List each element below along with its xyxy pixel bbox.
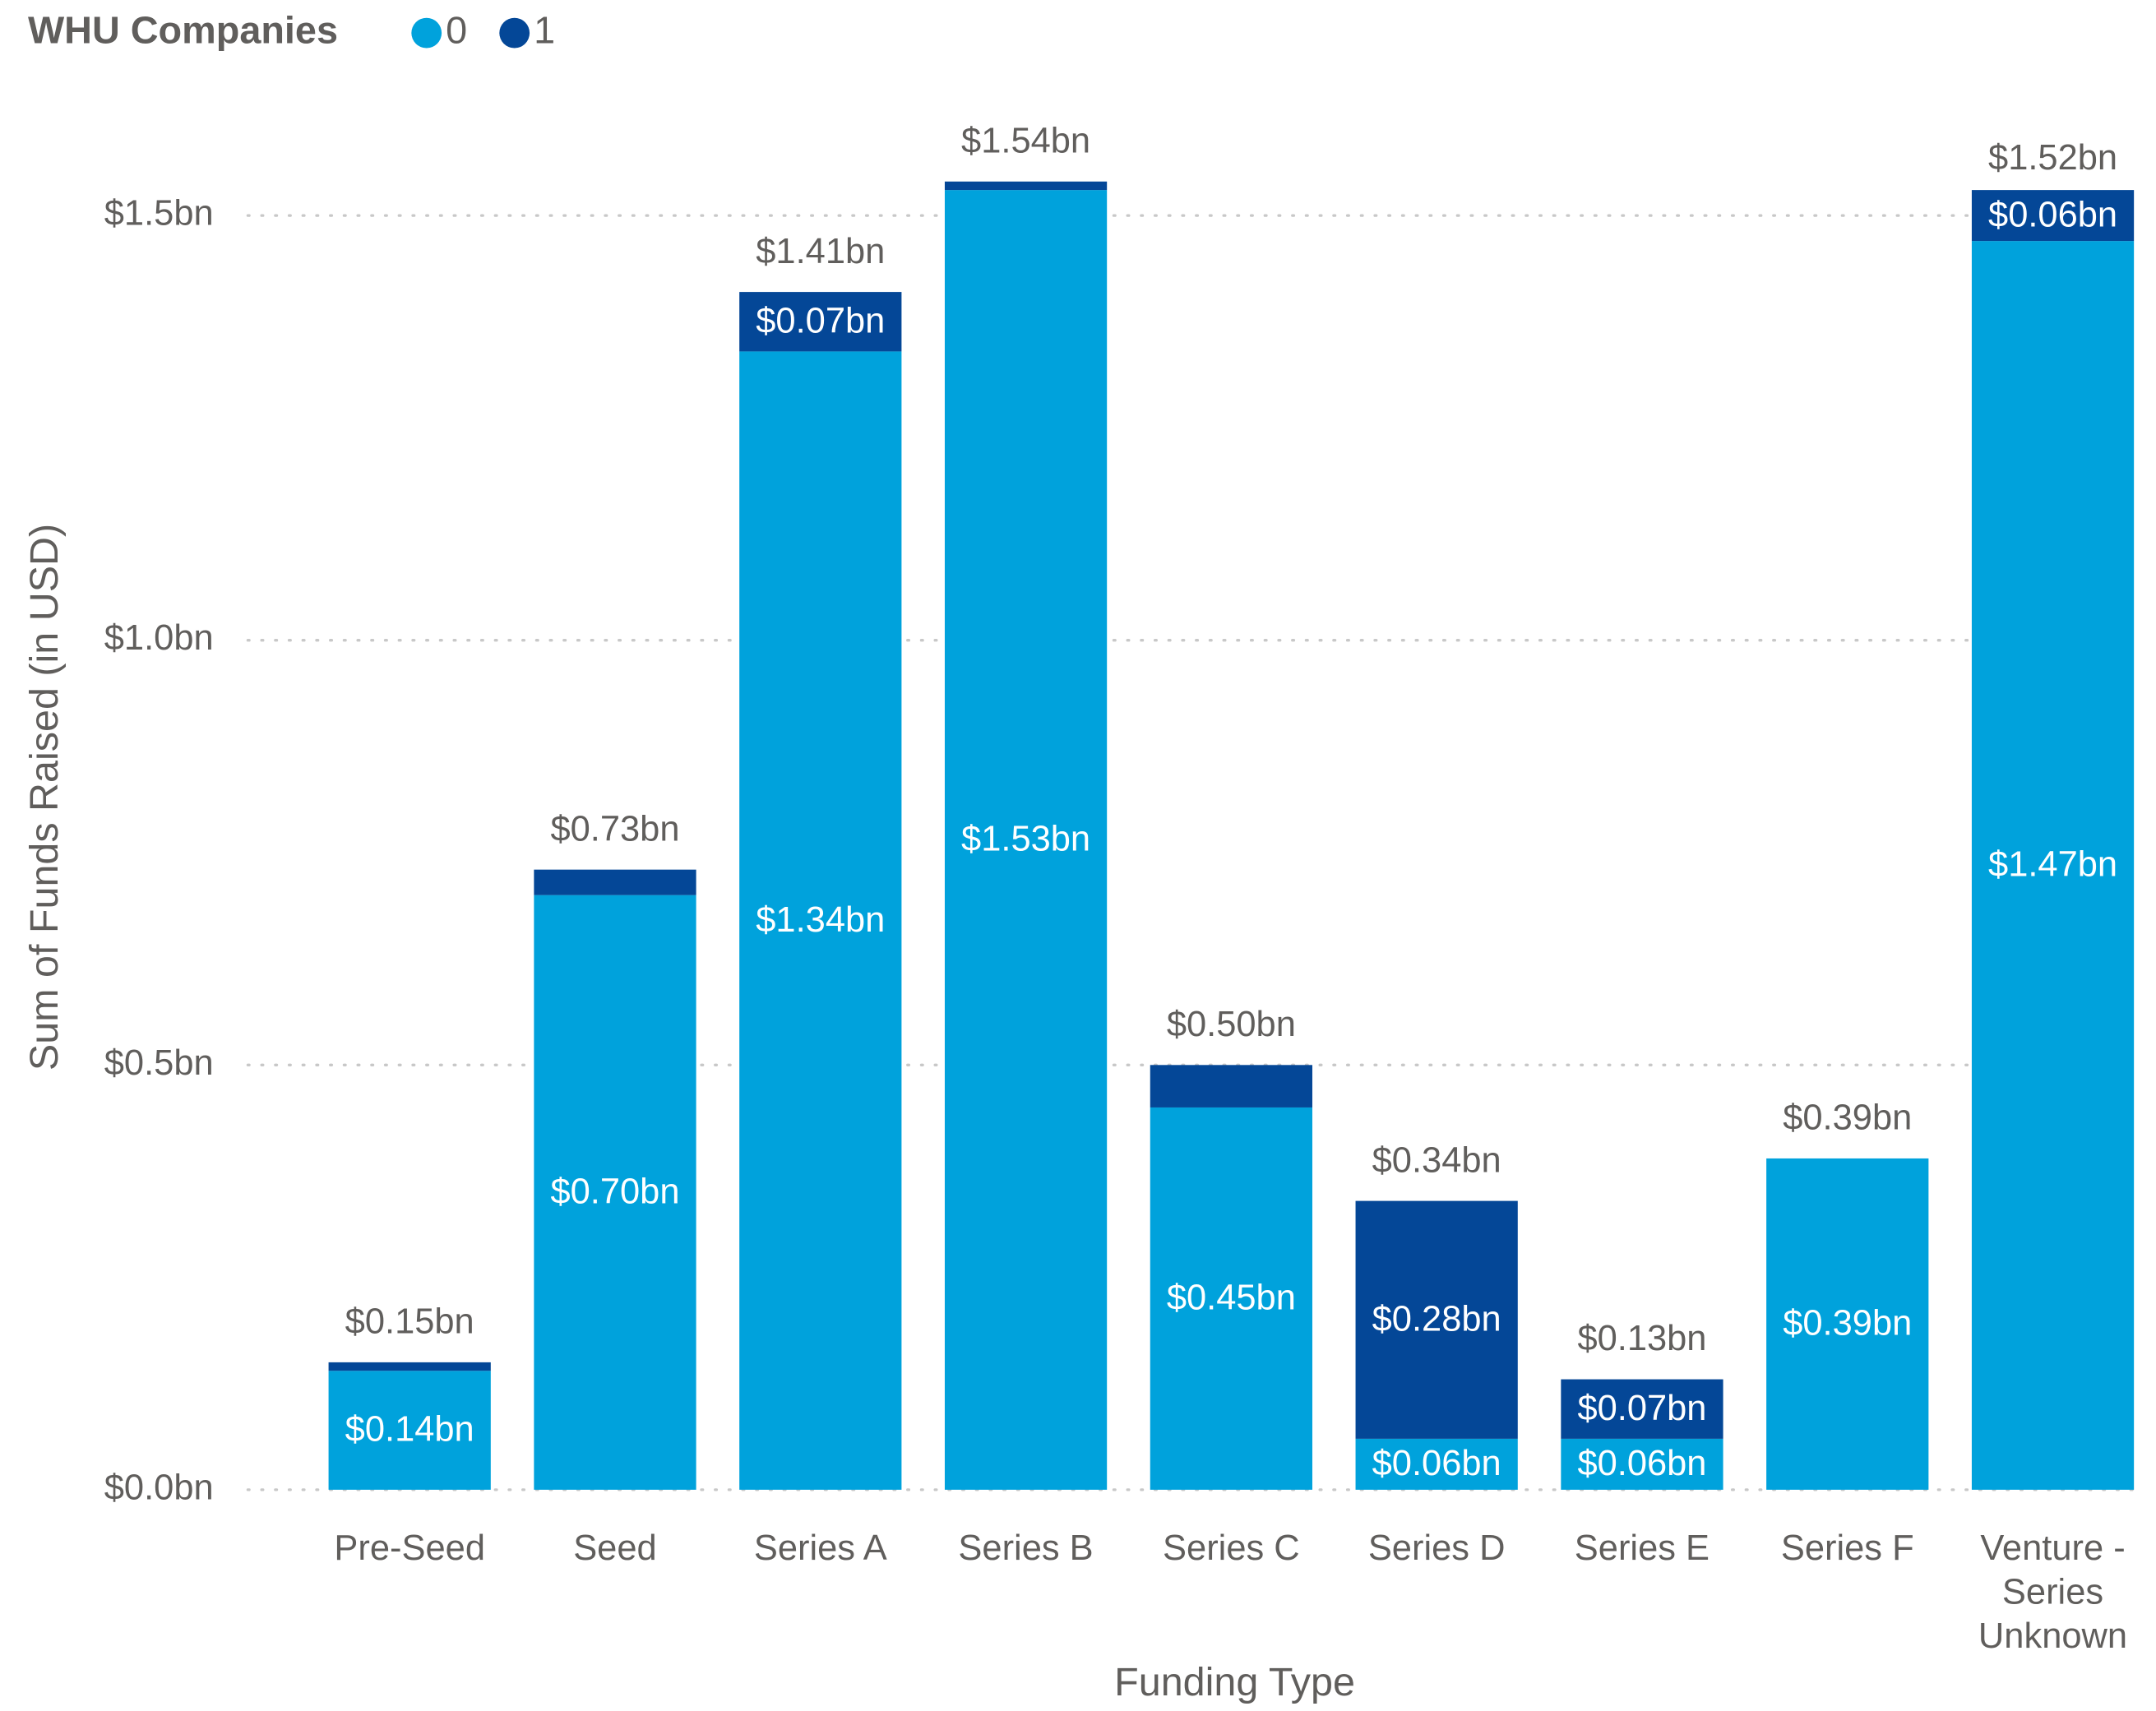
data-label: $0.06bn: [1577, 1444, 1706, 1483]
x-tick-label-box: Series F: [1780, 1527, 1914, 1569]
data-label: $0.14bn: [345, 1410, 474, 1450]
legend-marker: [499, 17, 530, 49]
data-label: $0.28bn: [1372, 1299, 1501, 1339]
data-label: $0.06bn: [1988, 195, 2117, 234]
y-tick-label: $1.5bn: [104, 194, 214, 234]
x-tick-label-box: Series A: [753, 1527, 887, 1569]
x-tick-label: Series B: [958, 1527, 1094, 1569]
total-label: $0.13bn: [1577, 1319, 1706, 1358]
x-tick-label: Series A: [753, 1527, 887, 1569]
legend-label: 0: [446, 8, 467, 51]
x-tick-label: Venture - Series Unknown: [1978, 1527, 2128, 1657]
x-tick-label: Pre-Seed: [334, 1527, 485, 1569]
x-tick-label: Seed: [573, 1527, 657, 1569]
y-axis-title: Sum of Funds Raised (in USD): [22, 524, 67, 1071]
x-tick-label-box: Series C: [1163, 1527, 1300, 1569]
x-tick-label: Series D: [1367, 1527, 1506, 1569]
bar-segment: [1766, 1158, 1929, 1490]
x-tick-label: Series C: [1163, 1527, 1300, 1569]
y-tick-label: $0.0bn: [104, 1468, 214, 1507]
bar-segment: [1971, 190, 2135, 242]
data-label: $1.47bn: [1988, 845, 2117, 885]
total-label: $1.52bn: [1988, 138, 2117, 178]
legend-title: WHU Companies: [28, 8, 338, 51]
total-label: $0.39bn: [1783, 1098, 1912, 1138]
total-label: $0.15bn: [345, 1302, 474, 1342]
data-label: $0.06bn: [1372, 1444, 1501, 1483]
x-tick-label-box: Series D: [1367, 1527, 1506, 1569]
data-label: $0.07bn: [756, 301, 885, 340]
data-label: $1.53bn: [961, 820, 1090, 859]
data-label: $0.45bn: [1167, 1279, 1296, 1318]
data-label: $0.07bn: [1577, 1389, 1706, 1428]
bar-segment: [1355, 1200, 1518, 1439]
x-tick-label-box: Seed: [573, 1527, 657, 1569]
total-label: $0.50bn: [1167, 1005, 1296, 1044]
total-label: $0.73bn: [550, 809, 679, 849]
bar-segment: [1355, 1438, 1518, 1490]
legend-marker: [411, 17, 442, 49]
bar-segment: [328, 1371, 491, 1490]
bar-segment: [1150, 1107, 1312, 1490]
total-label: $1.41bn: [756, 232, 885, 271]
bar-segment: [1971, 241, 2135, 1490]
y-tick-label: $0.5bn: [104, 1043, 214, 1083]
bar-segment: [739, 351, 902, 1490]
x-tick-label-box: Pre-Seed: [334, 1527, 485, 1569]
data-label: $0.70bn: [550, 1172, 679, 1211]
data-label: $0.39bn: [1783, 1304, 1912, 1343]
x-tick-label-box: Venture - Series Unknown: [1978, 1527, 2128, 1657]
bar-segment: [328, 1362, 491, 1371]
bar-segment: [1561, 1438, 1723, 1490]
x-tick-label-box: Series E: [1574, 1527, 1710, 1569]
bar-segment: [1150, 1065, 1312, 1108]
total-label: $0.34bn: [1372, 1140, 1501, 1180]
x-tick-label: Series E: [1574, 1527, 1710, 1569]
x-tick-label-box: Series B: [958, 1527, 1094, 1569]
y-tick-label: $1.0bn: [104, 618, 214, 658]
bar-segment: [739, 292, 902, 352]
x-axis-title: Funding Type: [1114, 1660, 1355, 1704]
total-label: $1.54bn: [961, 121, 1090, 160]
bar-segment: [944, 181, 1108, 191]
data-label: $1.34bn: [756, 900, 885, 940]
bar-segment: [1561, 1379, 1723, 1439]
bar-segment: [944, 190, 1108, 1490]
x-tick-label: Series F: [1780, 1527, 1914, 1569]
bar-segment: [534, 895, 696, 1490]
bar-segment: [534, 869, 696, 895]
legend-label: 1: [534, 8, 555, 51]
